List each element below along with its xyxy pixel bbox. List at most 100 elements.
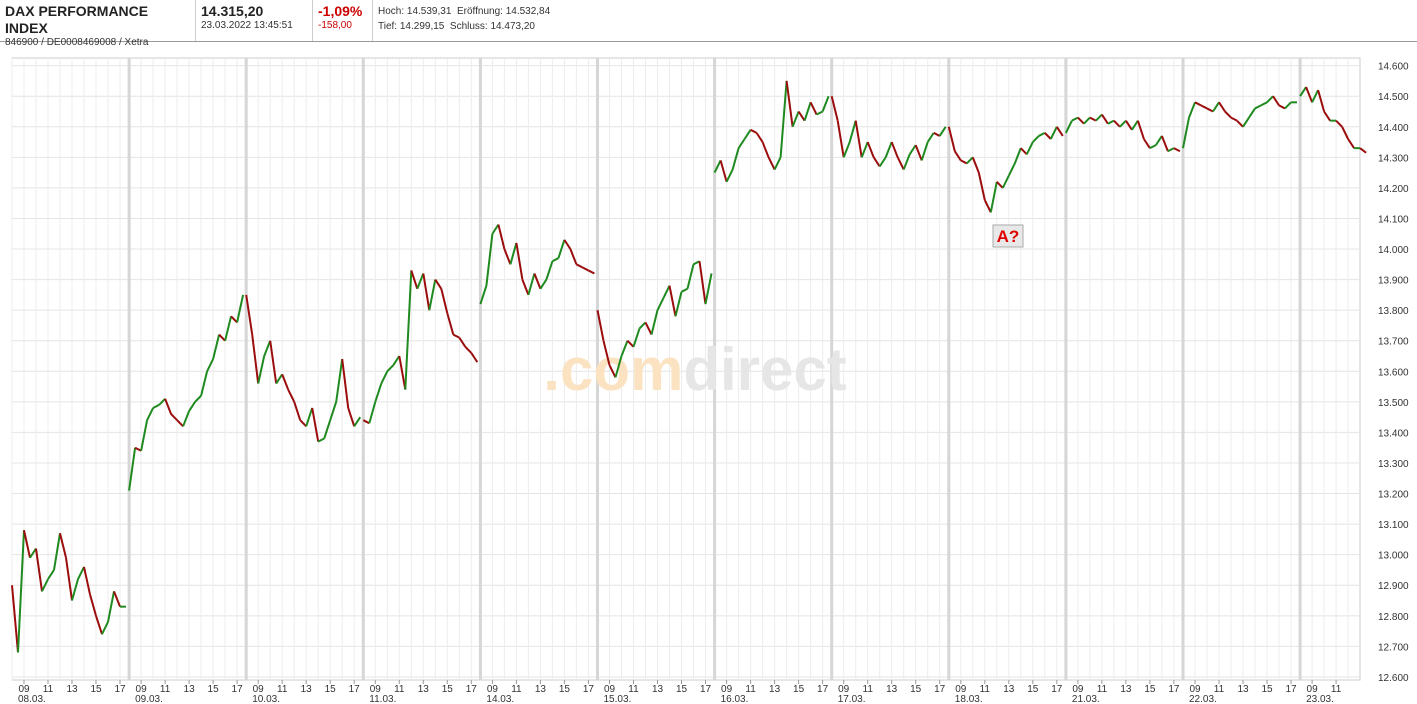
- price-segment: [1055, 126, 1064, 137]
- price-segment: [41, 578, 49, 592]
- price-segment: [200, 371, 209, 396]
- x-tick-label: 13: [535, 684, 547, 695]
- x-tick-label: 13: [1237, 684, 1249, 695]
- price-segment: [816, 110, 824, 116]
- y-tick-label: 12.600: [1378, 673, 1409, 684]
- price-segment: [317, 437, 325, 443]
- price-segment: [563, 239, 572, 250]
- price-segment: [1272, 95, 1280, 106]
- price-segment: [188, 401, 196, 412]
- price-segment: [1071, 116, 1079, 122]
- price-segment: [386, 364, 395, 372]
- x-tick-label: 13: [1120, 684, 1132, 695]
- price-segment: [1149, 144, 1157, 150]
- price-segment: [404, 270, 413, 390]
- price-segment: [218, 333, 226, 342]
- price-segment: [434, 279, 443, 290]
- date-label: 15.03.: [604, 694, 632, 704]
- price-cell: 14.315,20 23.03.2022 13:45:51: [196, 0, 313, 41]
- price-segment: [602, 340, 611, 366]
- date-label: 16.03.: [721, 694, 749, 704]
- price-segment: [128, 447, 137, 491]
- price-segment: [1359, 147, 1367, 154]
- x-tick-label: 15: [325, 684, 337, 695]
- x-tick-label: 11: [43, 684, 54, 695]
- price-segment: [1083, 116, 1091, 125]
- change-abs: -158,00: [318, 20, 352, 31]
- price-segment: [380, 370, 389, 384]
- price-segment: [1167, 147, 1175, 153]
- timestamp: 23.03.2022 13:45:51: [201, 20, 293, 31]
- x-tick-label: 15: [559, 684, 571, 695]
- price-segment: [938, 126, 947, 137]
- price-segment: [1341, 126, 1349, 140]
- x-tick-label: 11: [160, 684, 171, 695]
- price-segment: [860, 141, 869, 158]
- price-segment: [797, 110, 806, 122]
- price-segment: [1242, 117, 1250, 128]
- x-tick-label: 17: [1168, 684, 1180, 695]
- price-segment: [1025, 141, 1034, 155]
- price-segment: [287, 389, 296, 403]
- y-tick-label: 13.600: [1378, 367, 1409, 378]
- price-segment: [890, 141, 899, 158]
- price-segment: [803, 102, 812, 121]
- date-label: 22.03.: [1189, 694, 1217, 704]
- close: Schluss: 14.473,20: [449, 21, 535, 32]
- price-segment: [750, 128, 758, 134]
- price-segment: [545, 260, 554, 280]
- price-segment: [681, 287, 688, 293]
- price-segment: [329, 401, 338, 421]
- price-segment: [704, 273, 713, 305]
- x-tick-label: 09: [136, 684, 148, 695]
- price-segment: [686, 264, 695, 290]
- price-segment: [311, 407, 320, 442]
- price-segment: [368, 401, 377, 424]
- price-segment: [23, 530, 31, 558]
- price-segment: [1200, 104, 1208, 110]
- x-tick-label: 15: [793, 684, 805, 695]
- price-segment: [470, 352, 479, 363]
- x-tick-label: 11: [1097, 684, 1108, 695]
- y-tick-label: 13.100: [1378, 520, 1409, 531]
- price-segment: [206, 358, 214, 372]
- x-tick-label: 09: [18, 684, 30, 695]
- price-segment: [551, 257, 559, 263]
- price-segment: [650, 309, 659, 335]
- price-segment: [1188, 101, 1196, 118]
- price-segment: [323, 419, 332, 439]
- price-segment: [194, 395, 202, 403]
- price-segment: [569, 248, 578, 265]
- price-segment: [779, 80, 788, 158]
- price-segment: [674, 291, 683, 317]
- price-segment: [1218, 101, 1226, 113]
- x-tick-label: 13: [184, 684, 196, 695]
- x-tick-label: 17: [583, 684, 595, 695]
- price-segment: [446, 312, 455, 335]
- price-segment: [785, 80, 794, 127]
- price-segment: [479, 285, 488, 305]
- price-segment: [1347, 138, 1355, 149]
- price-segment: [182, 410, 191, 427]
- price-segment: [656, 297, 665, 311]
- price-segment: [491, 224, 500, 235]
- price-segment: [245, 294, 254, 335]
- price-segment: [743, 129, 752, 140]
- price-segment: [452, 333, 460, 339]
- price-segment: [269, 340, 278, 384]
- price-segment: [1049, 126, 1058, 140]
- price-segment: [374, 383, 383, 403]
- price-segment: [953, 150, 962, 161]
- price-segment: [1173, 147, 1181, 153]
- x-tick-label: 17: [1285, 684, 1297, 695]
- date-label: 08.03.: [18, 694, 46, 704]
- price-segment: [836, 120, 845, 158]
- date-label: 14.03.: [486, 694, 514, 704]
- price-segment: [1224, 110, 1232, 119]
- price-segment: [29, 548, 37, 559]
- y-tick-label: 13.200: [1378, 490, 1409, 501]
- price-segment: [59, 533, 67, 558]
- price-segment: [107, 591, 115, 623]
- price-segment: [464, 346, 473, 354]
